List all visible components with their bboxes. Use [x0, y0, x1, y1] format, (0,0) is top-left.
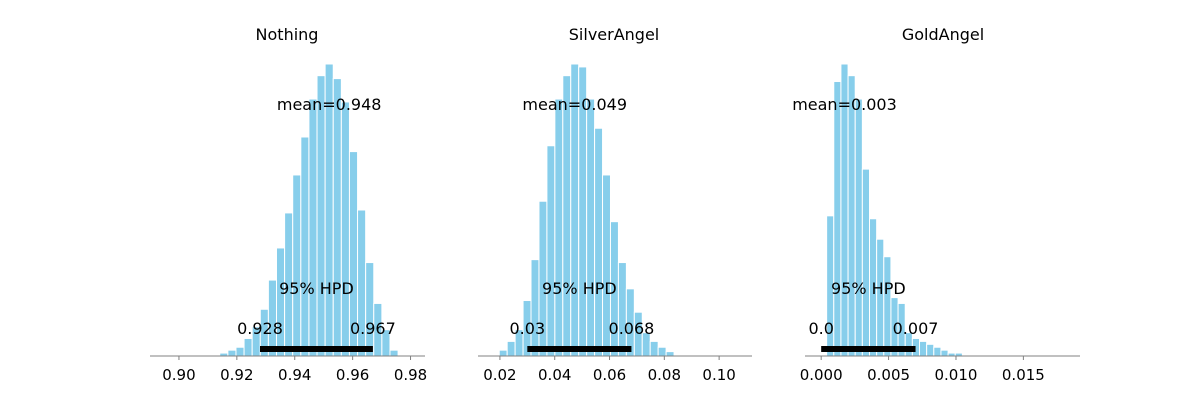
- x-tick-label: 0.02: [483, 366, 516, 384]
- mean-label: mean=0.003: [792, 95, 897, 114]
- histogram-bar: [940, 349, 949, 357]
- x-tick-label: 0.92: [220, 366, 253, 384]
- x-tick-label: 0.005: [867, 366, 910, 384]
- histogram-bar: [389, 349, 399, 357]
- histogram-bar: [227, 349, 237, 357]
- chart-panel: 0.90 0.92 0.94 0.96 0.98 0.928 0.967 95% HPD mea…: [150, 25, 427, 384]
- histogram-bar: [506, 340, 516, 357]
- x-tick-label: 0.08: [648, 366, 681, 384]
- histogram-bar: [847, 75, 856, 357]
- x-tick-label: 0.04: [538, 366, 571, 384]
- x-tick-label: 0.98: [394, 366, 427, 384]
- hpd-label: 95% HPD: [542, 279, 617, 298]
- x-tick-label: 0.000: [800, 366, 843, 384]
- histogram-bar: [498, 349, 508, 357]
- histogram-bar: [243, 337, 253, 357]
- hpd-high-label: 0.068: [609, 319, 655, 338]
- histogram-bar: [657, 346, 667, 357]
- histogram-bar: [300, 136, 310, 357]
- histogram-bar: [316, 75, 326, 357]
- x-tick-label: 0.010: [935, 366, 978, 384]
- histogram-bar: [617, 262, 627, 357]
- hpd-label: 95% HPD: [279, 279, 354, 298]
- hpd-low-label: 0.928: [237, 319, 283, 338]
- hpd-low-label: 0.03: [510, 319, 546, 338]
- histogram-bar: [562, 75, 572, 357]
- mean-label: mean=0.948: [277, 95, 382, 114]
- chart-panel: 0.000 0.005 0.010 0.015 0.0 0.007 95% HPD mean=…: [792, 25, 1080, 384]
- hpd-high-label: 0.007: [893, 319, 939, 338]
- histogram-bar: [546, 145, 556, 357]
- histogram-bar: [665, 351, 675, 357]
- hpd-high-label: 0.967: [350, 319, 396, 338]
- histogram-bar: [594, 127, 604, 357]
- histogram-bar: [292, 174, 302, 357]
- histogram-bar: [649, 340, 659, 357]
- x-tick-label: 0.96: [336, 366, 369, 384]
- histogram-bar: [235, 346, 245, 357]
- x-tick-label: 0.90: [162, 366, 195, 384]
- histogram-bar: [586, 98, 596, 357]
- histogram-bar: [933, 346, 942, 357]
- x-tick-label: 0.06: [593, 366, 626, 384]
- hpd-low-label: 0.0: [808, 319, 833, 338]
- chart-title: GoldAngel: [902, 25, 984, 44]
- x-tick-label: 0.10: [702, 366, 735, 384]
- histogram-bar: [340, 101, 350, 357]
- histogram-bar: [833, 81, 842, 357]
- chart-panel: 0.02 0.04 0.06 0.08 0.10 0.03 0.068 95% HPD mean…: [478, 25, 752, 384]
- mean-label: mean=0.049: [522, 95, 627, 114]
- histogram-bar: [883, 256, 892, 357]
- chart-title: SilverAngel: [569, 25, 659, 44]
- histogram-bar: [332, 78, 342, 357]
- histogram-bar: [308, 98, 318, 357]
- histogram-bar: [365, 262, 375, 357]
- x-tick-label: 0.015: [1002, 366, 1045, 384]
- histogram-bar: [554, 98, 564, 357]
- histogram-bar: [530, 259, 540, 357]
- histogram-bar: [861, 168, 870, 357]
- x-tick-label: 0.94: [278, 366, 311, 384]
- histogram-bar: [919, 340, 928, 357]
- chart-title: Nothing: [256, 25, 319, 44]
- hpd-label: 95% HPD: [831, 279, 906, 298]
- histogram-bar: [276, 247, 286, 357]
- histogram-bar: [926, 343, 935, 357]
- histogram-bar: [854, 98, 863, 357]
